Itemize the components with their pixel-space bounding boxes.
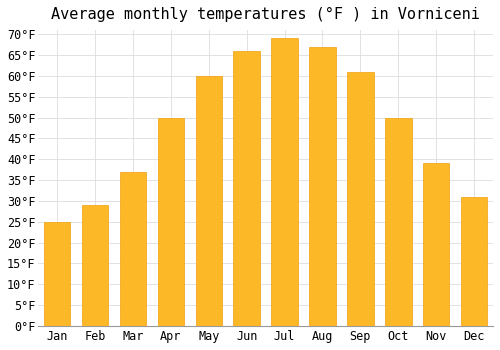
Bar (423, 163, 450, 326)
Bar (272, 38, 298, 326)
Bar (120, 172, 146, 326)
Bar (385, 118, 411, 326)
Bar (461, 197, 487, 326)
Bar (234, 51, 260, 326)
Bar (44, 222, 70, 326)
Bar (196, 76, 222, 326)
Bar (158, 118, 184, 326)
Bar (82, 205, 108, 326)
Title: Average monthly temperatures (°F ) in Vorniceni: Average monthly temperatures (°F ) in Vo… (51, 7, 480, 22)
Bar (309, 47, 336, 326)
Bar (347, 72, 374, 326)
